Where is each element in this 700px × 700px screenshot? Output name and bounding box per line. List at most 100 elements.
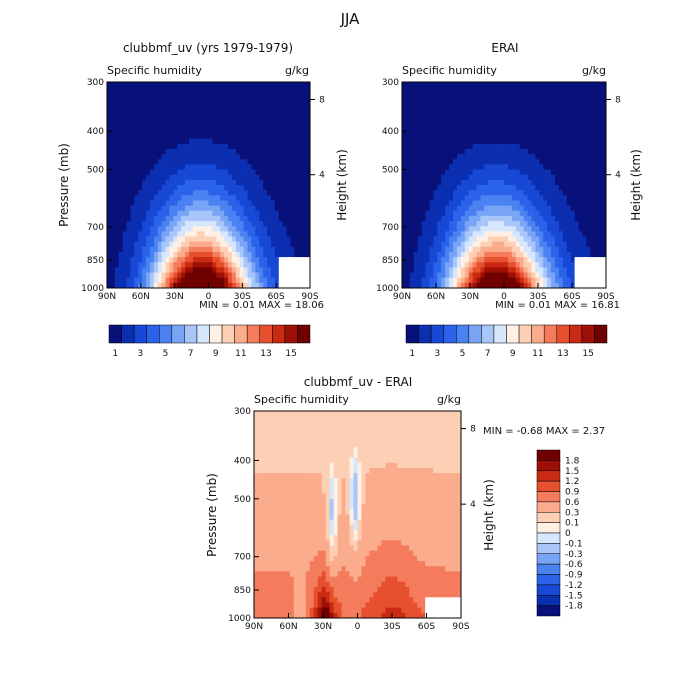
- field-cell: [507, 205, 513, 212]
- field-cell: [265, 426, 271, 433]
- field-cell: [405, 82, 411, 88]
- field-cell: [290, 102, 295, 109]
- field-cell: [480, 164, 485, 170]
- field-cell: [433, 107, 438, 114]
- field-cell: [519, 82, 525, 88]
- field-cell: [429, 123, 434, 129]
- field-cell: [445, 262, 450, 268]
- field-cell: [365, 447, 370, 453]
- field-cell: [425, 452, 430, 458]
- field-cell: [472, 231, 477, 237]
- field-cell: [243, 185, 248, 191]
- field-cell: [294, 169, 299, 176]
- field-cell: [122, 123, 127, 129]
- field-cell: [169, 195, 174, 201]
- panel-erai-subtitle-left: Specific humidity: [402, 64, 497, 77]
- field-cell: [188, 215, 194, 222]
- x-tick-label: 0: [206, 292, 212, 302]
- field-cell: [586, 215, 591, 222]
- field-cell: [259, 123, 264, 129]
- colorbar-swatch: [196, 324, 210, 344]
- field-cell: [594, 148, 599, 155]
- field-cell: [417, 467, 422, 474]
- field-cell: [397, 457, 402, 464]
- field-cell: [460, 200, 466, 206]
- field-cell: [126, 148, 131, 155]
- field-cell: [578, 133, 583, 140]
- field-cell: [231, 123, 237, 129]
- field-cell: [188, 92, 194, 98]
- field-cell: [460, 221, 466, 227]
- field-cell: [118, 82, 124, 88]
- field-cell: [582, 272, 587, 279]
- field-cell: [173, 195, 178, 201]
- field-cell: [429, 82, 434, 88]
- field-cell: [122, 215, 127, 222]
- field-cell: [294, 236, 299, 243]
- field-cell: [570, 246, 576, 253]
- field-cell: [515, 154, 521, 160]
- field-cell: [574, 246, 579, 253]
- field-cell: [208, 272, 213, 279]
- field-cell: [257, 478, 263, 484]
- field-cell: [488, 138, 493, 145]
- field-cell: [353, 462, 358, 469]
- field-cell: [558, 97, 564, 103]
- field-cell: [302, 154, 307, 160]
- field-cell: [445, 226, 450, 232]
- field-cell: [169, 154, 174, 160]
- field-cell: [306, 123, 311, 129]
- field-cell: [153, 174, 159, 181]
- field-cell: [449, 272, 454, 279]
- field-cell: [134, 82, 139, 88]
- field-cell: [306, 185, 311, 191]
- field-cell: [402, 215, 407, 222]
- field-cell: [114, 195, 120, 201]
- field-cell: [114, 159, 120, 165]
- field-cell: [337, 431, 342, 438]
- field-cell: [574, 97, 579, 103]
- field-cell: [519, 87, 525, 93]
- field-cell: [259, 138, 264, 145]
- field-cell: [590, 226, 595, 232]
- field-cell: [437, 221, 442, 227]
- field-cell: [294, 221, 299, 227]
- field-cell: [274, 164, 280, 170]
- field-cell: [425, 112, 430, 119]
- field-cell: [243, 277, 248, 284]
- field-cell: [142, 159, 147, 165]
- field-cell: [282, 123, 287, 129]
- field-cell: [476, 97, 481, 103]
- field-cell: [365, 462, 370, 469]
- field-cell: [146, 246, 151, 253]
- field-cell: [153, 143, 159, 150]
- field-cell: [496, 267, 501, 273]
- field-cell: [445, 138, 450, 145]
- field-cell: [298, 148, 303, 155]
- field-cell: [169, 262, 174, 268]
- field-cell: [456, 277, 462, 284]
- field-cell: [130, 118, 135, 124]
- field-cell: [216, 148, 221, 155]
- field-cell: [381, 467, 386, 474]
- field-cell: [449, 257, 454, 263]
- field-cell: [492, 195, 497, 201]
- field-cell: [309, 467, 315, 474]
- field-cell: [297, 436, 303, 443]
- field-cell: [578, 231, 583, 237]
- field-cell: [216, 195, 221, 201]
- field-cell: [293, 462, 299, 469]
- field-cell: [369, 411, 374, 417]
- field-cell: [586, 169, 591, 176]
- field-cell: [149, 138, 155, 145]
- field-cell: [566, 118, 572, 124]
- field-cell: [582, 128, 587, 134]
- field-cell: [224, 272, 229, 279]
- field-cell: [181, 143, 186, 150]
- field-cell: [298, 107, 303, 114]
- field-cell: [208, 226, 213, 232]
- field-cell: [282, 102, 287, 109]
- field-cell: [457, 452, 462, 458]
- field-cell: [270, 112, 276, 119]
- field-cell: [282, 226, 287, 232]
